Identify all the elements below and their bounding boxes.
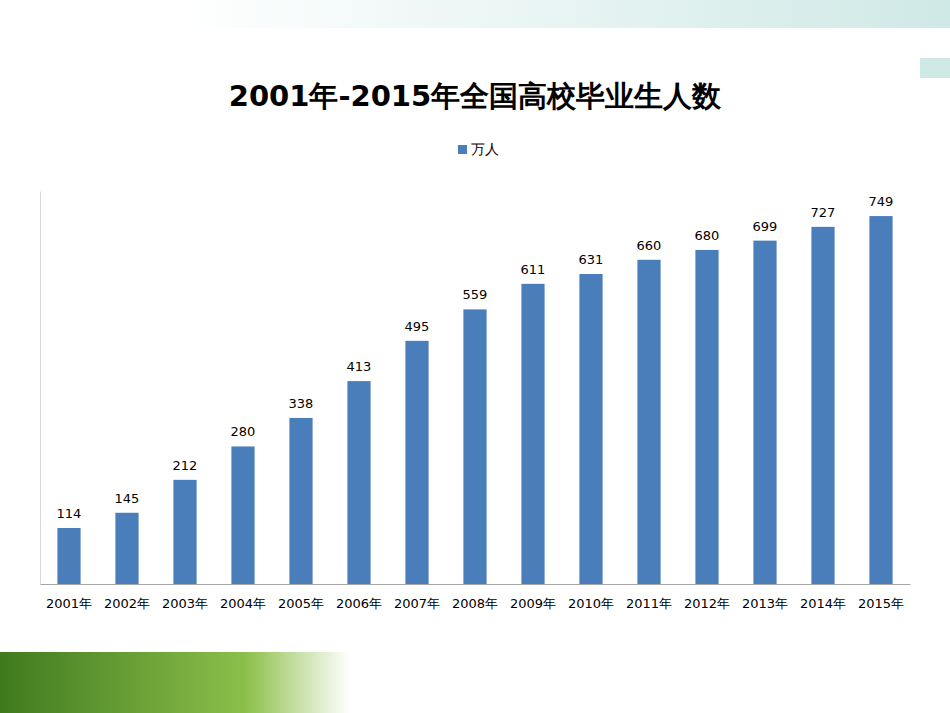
x-axis-line [41, 584, 911, 585]
data-label: 145 [115, 491, 140, 506]
data-labels: 114 145 212 280 338 413 495 559 611 631 660 680 699 7… [57, 194, 894, 521]
x-tick-label: 2014年 [800, 596, 846, 611]
x-tick: 2011年 [626, 584, 672, 611]
x-tick: 2012年 [684, 584, 730, 611]
chart: 2001年-2015年全国高校毕业生人数万人 114 145 212 280 338 413… [0, 0, 950, 713]
bar [869, 216, 892, 584]
y-axis [40, 192, 41, 585]
x-tick: 2013年 [742, 584, 788, 611]
decor-top [180, 0, 950, 28]
x-tick: 2009年 [510, 584, 556, 611]
data-label: 495 [405, 319, 430, 334]
x-tick-label: 2005年 [278, 596, 324, 611]
data-label: 338 [289, 396, 314, 411]
x-tick: 2006年 [336, 584, 382, 611]
data-label: 559 [463, 287, 488, 302]
x-tick: 2001年 [46, 584, 92, 611]
data-label: 280 [231, 424, 256, 439]
decor-leaves [0, 652, 350, 713]
bar [57, 528, 80, 584]
bar [695, 250, 718, 584]
x-tick: 2008年 [452, 584, 498, 611]
x-tick-label: 2001年 [46, 596, 92, 611]
data-label: 727 [811, 205, 836, 220]
x-tick: 2010年 [568, 584, 614, 611]
legend-swatch [458, 145, 467, 154]
x-tick-label: 2003年 [162, 596, 208, 611]
x-tick-label: 2004年 [220, 596, 266, 611]
bar [521, 284, 544, 584]
bar [811, 227, 834, 584]
bar [347, 381, 370, 584]
x-tick-label: 2008年 [452, 596, 498, 611]
plot: 114 145 212 280 338 413 495 559 611 631 660 680 699 7… [41, 192, 911, 611]
bar [637, 260, 660, 584]
x-tick-label: 2011年 [626, 596, 672, 611]
data-label: 631 [579, 252, 604, 267]
data-label: 699 [753, 219, 778, 234]
bar [753, 241, 776, 584]
bar [115, 513, 138, 584]
data-label: 749 [869, 194, 894, 209]
x-tick-label: 2006年 [336, 596, 382, 611]
x-tick: 2015年 [858, 584, 904, 611]
legend: 万人 [458, 141, 499, 157]
bar [289, 418, 312, 584]
legend-label: 万人 [471, 141, 499, 157]
data-label: 660 [637, 238, 662, 253]
y-axis-line [40, 192, 41, 585]
x-tick-label: 2009年 [510, 596, 556, 611]
data-label: 680 [695, 228, 720, 243]
x-tick-label: 2015年 [858, 596, 904, 611]
data-label: 413 [347, 359, 372, 374]
x-tick: 2007年 [394, 584, 440, 611]
x-axis: 2001年 2002年 2003年 2004年 2005年 2006年 2007年 2008年… [41, 584, 911, 611]
x-tick-label: 2010年 [568, 596, 614, 611]
x-tick: 2014年 [800, 584, 846, 611]
x-tick: 2004年 [220, 584, 266, 611]
x-tick: 2002年 [104, 584, 150, 611]
bar [463, 309, 486, 584]
x-tick: 2005年 [278, 584, 324, 611]
x-tick-label: 2007年 [394, 596, 440, 611]
decor-side [920, 58, 950, 78]
bar [231, 446, 254, 584]
x-tick: 2003年 [162, 584, 208, 611]
bar [579, 274, 602, 584]
bars [57, 216, 892, 584]
data-label: 611 [521, 262, 546, 277]
data-label: 114 [57, 506, 82, 521]
data-label: 212 [173, 458, 198, 473]
x-tick-label: 2013年 [742, 596, 788, 611]
x-tick-label: 2012年 [684, 596, 730, 611]
x-tick-label: 2002年 [104, 596, 150, 611]
title: 2001年-2015年全国高校毕业生人数 [229, 79, 722, 113]
bar [173, 480, 196, 584]
bar [405, 341, 428, 584]
